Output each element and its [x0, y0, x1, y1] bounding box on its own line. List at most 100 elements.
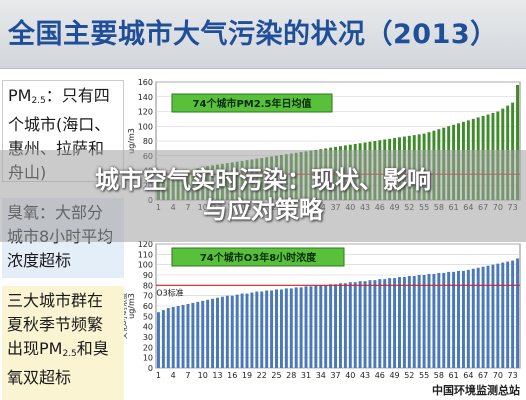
bar	[378, 279, 382, 368]
bar	[324, 285, 328, 368]
bar	[211, 298, 215, 368]
y-tick-label: 80	[143, 137, 153, 146]
bar	[240, 293, 244, 368]
bar	[265, 290, 269, 368]
bar	[511, 260, 515, 368]
bar	[427, 273, 431, 368]
city-cluster-note: 三大城市群在夏秋季节频繁出现PM2.5和臭氧双超标	[2, 286, 124, 400]
bar	[447, 271, 451, 368]
x-tick-label: 52	[404, 371, 414, 380]
x-tick-label: 37	[330, 371, 340, 380]
bar	[452, 271, 456, 368]
x-tick-label: 16	[227, 371, 237, 380]
bar	[516, 258, 520, 368]
bar	[260, 291, 264, 368]
chart-title-box	[171, 93, 333, 113]
x-tick-label: 28	[286, 371, 296, 380]
bar	[329, 284, 333, 368]
bar	[461, 270, 465, 368]
caption-text: 城市空气实时污染：现状、影响 与应对策略	[0, 165, 526, 225]
bar	[156, 312, 160, 368]
bar	[516, 84, 520, 200]
bar	[250, 292, 254, 368]
bar	[471, 268, 475, 368]
y-axis-side-label: 文化8小时浓度	[124, 293, 128, 339]
y-tick-label: 140	[138, 93, 153, 102]
pm25-subscript: 2.5	[31, 96, 46, 106]
x-tick-label: 58	[434, 371, 444, 380]
y-tick-label: 70	[143, 292, 153, 301]
bar	[319, 285, 323, 368]
bar	[176, 306, 180, 368]
bar	[358, 281, 362, 368]
cluster-subscript: 2.5	[62, 349, 77, 359]
x-tick-label: 31	[301, 371, 311, 380]
bar	[348, 282, 352, 368]
x-tick-label: 49	[389, 371, 399, 380]
bar	[235, 294, 239, 368]
bar	[353, 282, 357, 368]
bar	[496, 263, 500, 368]
x-tick-label: 34	[316, 371, 326, 380]
x-tick-label: 1	[156, 371, 161, 380]
y-tick-label: 60	[143, 302, 153, 311]
bar	[196, 301, 200, 368]
x-tick-label: 70	[493, 371, 503, 380]
x-tick-label: 43	[360, 371, 370, 380]
x-tick-label: 67	[478, 371, 488, 380]
source-label: 中国环境监测总站	[432, 384, 520, 397]
caption-line-1: 城市空气实时污染：现状、影响	[95, 166, 431, 194]
x-tick-label: 40	[345, 371, 355, 380]
x-tick-label: 10	[198, 371, 208, 380]
bar	[270, 290, 274, 368]
bar	[161, 310, 165, 368]
y-tick-label: 20	[143, 343, 153, 352]
cluster-note-text-b: 和臭氧双超标	[7, 339, 109, 387]
bar	[191, 302, 195, 368]
bar	[481, 266, 485, 368]
bar	[417, 275, 421, 368]
bar	[388, 278, 392, 368]
bar	[412, 276, 416, 368]
bar	[206, 299, 210, 368]
y-tick-label: 100	[138, 122, 153, 131]
x-tick-label: 4	[171, 371, 176, 380]
bar	[166, 308, 170, 368]
x-tick-label: 73	[508, 371, 518, 380]
caption-overlay	[0, 150, 526, 242]
bar	[363, 281, 367, 368]
bar	[275, 289, 278, 368]
y-axis-label: ug/m3	[127, 128, 136, 154]
bar	[309, 286, 313, 368]
y-tick-label: 110	[138, 250, 153, 259]
x-tick-label: 55	[419, 371, 429, 380]
bar	[442, 272, 446, 368]
bar	[407, 276, 411, 368]
bar	[201, 300, 205, 368]
bar	[255, 291, 259, 368]
bar	[373, 280, 377, 368]
bar	[314, 285, 318, 368]
x-tick-label: 61	[449, 371, 459, 380]
bar	[230, 295, 234, 368]
chart-title-box	[171, 247, 345, 267]
page-title: 全国主要城市大气污染的状况（2013）	[8, 19, 498, 50]
bar	[304, 286, 308, 368]
y-tick-label: 80	[143, 281, 153, 290]
bar	[289, 288, 293, 368]
bar	[398, 277, 401, 368]
y-tick-label: 120	[138, 108, 153, 117]
cluster-note-text-a: 三大城市群在夏秋季节频繁出现PM	[7, 291, 104, 358]
y-axis-label: ug/m3	[127, 293, 136, 319]
bar	[506, 261, 510, 368]
bar	[245, 293, 249, 368]
bar	[383, 279, 387, 368]
bar	[422, 275, 426, 368]
y-tick-label: 30	[143, 333, 153, 342]
bar	[437, 272, 441, 368]
bar	[294, 287, 298, 368]
bar	[334, 284, 338, 368]
caption-line-2: 与应对策略	[203, 196, 323, 224]
bar	[343, 283, 347, 368]
y-tick-label: 10	[143, 354, 153, 363]
